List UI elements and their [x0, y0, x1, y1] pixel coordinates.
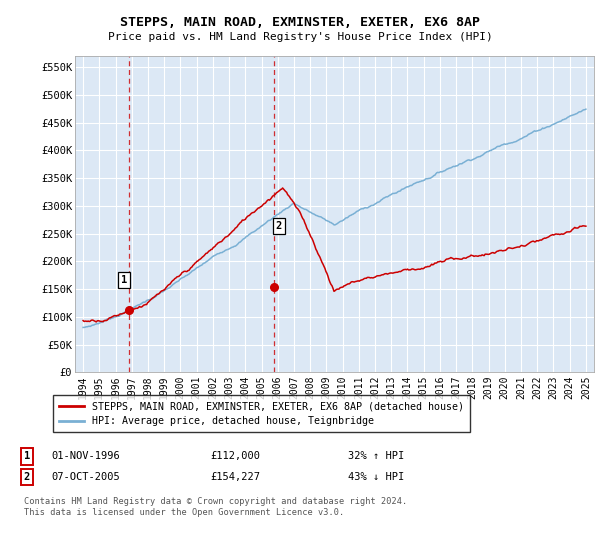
- Text: 32% ↑ HPI: 32% ↑ HPI: [348, 451, 404, 461]
- Text: 2: 2: [276, 221, 282, 231]
- Text: 07-OCT-2005: 07-OCT-2005: [51, 472, 120, 482]
- Text: 2: 2: [24, 472, 30, 482]
- Text: Contains HM Land Registry data © Crown copyright and database right 2024.
This d: Contains HM Land Registry data © Crown c…: [24, 497, 407, 517]
- Text: Price paid vs. HM Land Registry's House Price Index (HPI): Price paid vs. HM Land Registry's House …: [107, 32, 493, 43]
- Text: 1: 1: [121, 275, 127, 284]
- Text: 1: 1: [24, 451, 30, 461]
- Text: 01-NOV-1996: 01-NOV-1996: [51, 451, 120, 461]
- Legend: STEPPS, MAIN ROAD, EXMINSTER, EXETER, EX6 8AP (detached house), HPI: Average pri: STEPPS, MAIN ROAD, EXMINSTER, EXETER, EX…: [53, 395, 470, 432]
- Text: STEPPS, MAIN ROAD, EXMINSTER, EXETER, EX6 8AP: STEPPS, MAIN ROAD, EXMINSTER, EXETER, EX…: [120, 16, 480, 29]
- Text: £112,000: £112,000: [210, 451, 260, 461]
- Text: 43% ↓ HPI: 43% ↓ HPI: [348, 472, 404, 482]
- Text: £154,227: £154,227: [210, 472, 260, 482]
